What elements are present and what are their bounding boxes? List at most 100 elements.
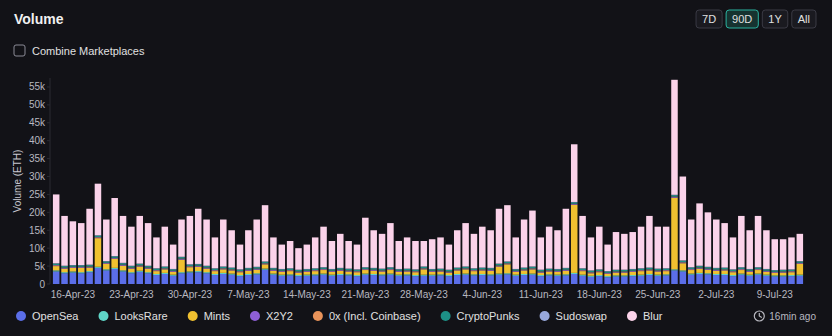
y-tick-label: 0 bbox=[39, 279, 45, 290]
bar-segment bbox=[320, 275, 327, 284]
bar-segment bbox=[646, 274, 653, 275]
bar-segment bbox=[705, 212, 712, 266]
bar-segment bbox=[663, 274, 670, 275]
bar-segment bbox=[120, 270, 127, 271]
bar-segment bbox=[579, 216, 586, 268]
bar-segment bbox=[228, 269, 235, 271]
bar-segment bbox=[479, 275, 486, 284]
bar-segment bbox=[696, 269, 703, 273]
bar-segment bbox=[446, 270, 453, 271]
bar-segment bbox=[78, 266, 85, 267]
legend-swatch[interactable] bbox=[98, 311, 108, 321]
x-tick-label: 23-Apr-23 bbox=[109, 289, 154, 300]
bar-segment bbox=[120, 266, 127, 271]
range-button[interactable] bbox=[696, 10, 722, 28]
legend-label[interactable]: CryptoPunks bbox=[457, 310, 520, 322]
bar-segment bbox=[721, 275, 728, 284]
legend-swatch[interactable] bbox=[16, 311, 26, 321]
bar-segment bbox=[638, 271, 645, 275]
bar-segment bbox=[253, 267, 260, 268]
legend-label[interactable]: LooksRare bbox=[114, 310, 167, 322]
bar-segment bbox=[771, 272, 778, 274]
legend-swatch[interactable] bbox=[313, 311, 323, 321]
legend-swatch[interactable] bbox=[250, 311, 260, 321]
checkbox[interactable] bbox=[14, 45, 25, 56]
bar-segment bbox=[487, 270, 494, 272]
bar-segment bbox=[755, 268, 762, 269]
bar-segment bbox=[237, 271, 244, 273]
range-button[interactable] bbox=[726, 10, 758, 28]
bar-segment bbox=[437, 275, 444, 284]
y-tick bbox=[47, 194, 50, 195]
bar-segment bbox=[228, 269, 235, 270]
bar-segment bbox=[237, 270, 244, 271]
legend-swatch[interactable] bbox=[627, 311, 637, 321]
bar-segment bbox=[153, 270, 160, 272]
legend-label[interactable]: OpenSea bbox=[32, 310, 79, 322]
bar-segment bbox=[212, 270, 219, 272]
y-tick-label: 40k bbox=[29, 135, 46, 146]
bar-segment bbox=[429, 239, 436, 269]
bar-segment bbox=[145, 269, 152, 273]
bar-segment bbox=[245, 269, 252, 270]
legend-label[interactable]: 0x (Incl. Coinbase) bbox=[329, 310, 421, 322]
bar-segment bbox=[95, 184, 102, 236]
bar-segment bbox=[187, 266, 194, 267]
bar-segment bbox=[86, 268, 93, 272]
bar-segment bbox=[755, 216, 762, 267]
bar-segment bbox=[429, 269, 436, 270]
bar-segment bbox=[320, 270, 327, 274]
bar-segment bbox=[487, 269, 494, 270]
bar-segment bbox=[696, 267, 703, 268]
bar-segment bbox=[304, 270, 311, 271]
bar-segment bbox=[178, 257, 185, 258]
bar-segment bbox=[479, 274, 486, 275]
x-tick-label: 9-Jul-23 bbox=[757, 289, 794, 300]
legend-swatch[interactable] bbox=[441, 311, 451, 321]
bar-segment bbox=[738, 274, 745, 275]
bar-segment bbox=[629, 232, 636, 269]
legend-swatch[interactable] bbox=[188, 311, 198, 321]
bar-segment bbox=[220, 269, 227, 273]
bar-segment bbox=[103, 262, 110, 263]
bar-segment bbox=[228, 268, 235, 269]
bar-segment bbox=[136, 264, 143, 265]
bar-segment bbox=[145, 223, 152, 266]
bar-segment bbox=[337, 234, 344, 268]
bar-segment bbox=[370, 268, 377, 269]
legend-label[interactable]: X2Y2 bbox=[266, 310, 293, 322]
bar-segment bbox=[262, 262, 269, 263]
y-tick bbox=[47, 284, 50, 285]
bar-segment bbox=[638, 269, 645, 270]
y-tick bbox=[47, 140, 50, 141]
bar-segment bbox=[546, 269, 553, 270]
bar-segment bbox=[571, 205, 578, 273]
bar-segment bbox=[370, 269, 377, 270]
bar-segment bbox=[763, 271, 770, 273]
bar-segment bbox=[178, 260, 185, 273]
bar-segment bbox=[730, 237, 737, 269]
bar-segment bbox=[320, 274, 327, 275]
bar-segment bbox=[629, 276, 636, 284]
range-button[interactable] bbox=[792, 10, 816, 28]
bar-segment bbox=[61, 267, 68, 269]
bar-segment bbox=[128, 273, 135, 284]
range-button[interactable] bbox=[762, 10, 787, 28]
bar-segment bbox=[345, 270, 352, 271]
bar-segment bbox=[479, 269, 486, 270]
bar-segment bbox=[245, 270, 252, 272]
bar-segment bbox=[504, 205, 511, 261]
bar-segment bbox=[571, 204, 578, 206]
bar-segment bbox=[554, 269, 561, 270]
legend-label[interactable]: Mints bbox=[204, 310, 231, 322]
bar-segment bbox=[671, 196, 678, 198]
legend-label[interactable]: Sudoswap bbox=[556, 310, 607, 322]
legend-label[interactable]: Blur bbox=[643, 310, 663, 322]
bar-segment bbox=[362, 218, 369, 267]
bar-segment bbox=[304, 272, 311, 275]
bar-segment bbox=[262, 270, 269, 284]
legend-swatch[interactable] bbox=[540, 311, 550, 321]
bar-segment bbox=[554, 270, 561, 271]
bar-segment bbox=[295, 276, 302, 284]
bar-segment bbox=[655, 270, 662, 271]
